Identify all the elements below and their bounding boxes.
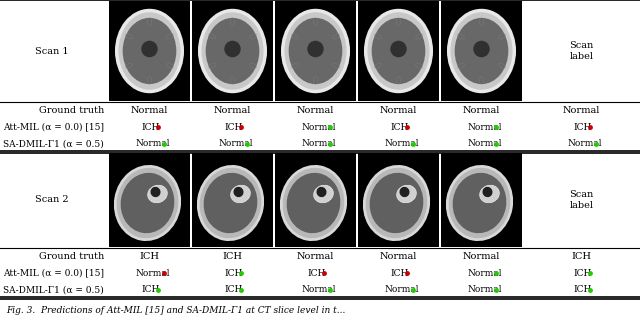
Text: Normal: Normal xyxy=(467,268,502,277)
Bar xyxy=(109,1,190,101)
Ellipse shape xyxy=(399,187,410,197)
Ellipse shape xyxy=(307,41,324,57)
Text: Normal: Normal xyxy=(463,106,500,115)
Text: Normal: Normal xyxy=(467,285,502,294)
Ellipse shape xyxy=(449,11,515,91)
Text: ICH: ICH xyxy=(225,123,243,132)
Text: ICH: ICH xyxy=(390,123,409,132)
Bar xyxy=(358,1,439,101)
Ellipse shape xyxy=(390,41,406,57)
Text: ICH: ICH xyxy=(225,285,243,294)
Text: Normal: Normal xyxy=(218,139,253,148)
Text: ICH: ICH xyxy=(573,285,592,294)
Text: Att-MIL (α = 0.0) [15]: Att-MIL (α = 0.0) [15] xyxy=(3,123,104,132)
Text: Scan 2: Scan 2 xyxy=(35,195,68,204)
Text: ICH: ICH xyxy=(307,268,326,277)
Ellipse shape xyxy=(200,11,266,91)
Ellipse shape xyxy=(283,11,348,91)
Text: SA-DMIL-Γ1 (α = 0.5): SA-DMIL-Γ1 (α = 0.5) xyxy=(3,139,104,148)
Ellipse shape xyxy=(115,166,180,239)
Ellipse shape xyxy=(454,18,508,84)
Ellipse shape xyxy=(314,185,333,203)
Text: Normal: Normal xyxy=(297,252,334,261)
Text: Normal: Normal xyxy=(385,139,419,148)
Text: Normal: Normal xyxy=(301,139,336,148)
Text: ICH: ICH xyxy=(141,285,160,294)
Ellipse shape xyxy=(281,166,346,239)
Text: ICH: ICH xyxy=(572,252,591,261)
Ellipse shape xyxy=(479,185,499,203)
Text: Normal: Normal xyxy=(463,252,500,261)
Text: Normal: Normal xyxy=(568,139,602,148)
Text: Ground truth: Ground truth xyxy=(39,252,104,261)
Text: Scan
label: Scan label xyxy=(570,190,594,210)
Text: ICH: ICH xyxy=(141,123,160,132)
Ellipse shape xyxy=(289,18,342,84)
Ellipse shape xyxy=(198,166,263,239)
Ellipse shape xyxy=(372,18,426,84)
Ellipse shape xyxy=(447,166,512,239)
Ellipse shape xyxy=(317,187,326,197)
Ellipse shape xyxy=(452,173,506,233)
Ellipse shape xyxy=(123,18,177,84)
Text: Normal: Normal xyxy=(214,106,251,115)
Ellipse shape xyxy=(287,173,340,233)
Ellipse shape xyxy=(224,41,241,57)
Ellipse shape xyxy=(364,166,429,239)
Text: Normal: Normal xyxy=(380,252,417,261)
Text: ICH: ICH xyxy=(225,268,243,277)
Bar xyxy=(441,153,522,247)
Ellipse shape xyxy=(397,185,417,203)
Text: Normal: Normal xyxy=(385,285,419,294)
Text: Normal: Normal xyxy=(467,139,502,148)
Bar xyxy=(192,1,273,101)
Ellipse shape xyxy=(205,18,259,84)
Ellipse shape xyxy=(483,187,493,197)
Ellipse shape xyxy=(141,41,157,57)
Ellipse shape xyxy=(150,187,161,197)
Text: ICH: ICH xyxy=(223,252,243,261)
Text: Fig. 3.  Predictions of Att-MIL [15] and SA-DMIL-Γ1 at CT slice level in t...: Fig. 3. Predictions of Att-MIL [15] and … xyxy=(6,306,346,315)
Text: Normal: Normal xyxy=(131,106,168,115)
Bar xyxy=(358,153,439,247)
Text: ICH: ICH xyxy=(140,252,159,261)
Text: Normal: Normal xyxy=(297,106,334,115)
Ellipse shape xyxy=(474,41,490,57)
Text: Normal: Normal xyxy=(563,106,600,115)
Text: SA-DMIL-Γ1 (α = 0.5): SA-DMIL-Γ1 (α = 0.5) xyxy=(3,285,104,294)
Ellipse shape xyxy=(121,173,174,233)
Bar xyxy=(441,1,522,101)
Text: Ground truth: Ground truth xyxy=(39,106,104,115)
Ellipse shape xyxy=(234,187,243,197)
Ellipse shape xyxy=(365,11,431,91)
Ellipse shape xyxy=(230,185,250,203)
Ellipse shape xyxy=(204,173,257,233)
Bar xyxy=(275,153,356,247)
Text: ICH: ICH xyxy=(573,123,592,132)
Bar xyxy=(275,1,356,101)
Text: Normal: Normal xyxy=(136,268,170,277)
Ellipse shape xyxy=(116,11,182,91)
Ellipse shape xyxy=(370,173,423,233)
Ellipse shape xyxy=(148,185,167,203)
Bar xyxy=(192,153,273,247)
Text: Normal: Normal xyxy=(380,106,417,115)
Text: Normal: Normal xyxy=(301,285,336,294)
Text: Normal: Normal xyxy=(301,123,336,132)
Text: ICH: ICH xyxy=(390,268,409,277)
Text: Normal: Normal xyxy=(467,123,502,132)
Text: Scan
label: Scan label xyxy=(570,41,594,61)
Text: Normal: Normal xyxy=(136,139,170,148)
Text: ICH: ICH xyxy=(573,268,592,277)
Text: Att-MIL (α = 0.0) [15]: Att-MIL (α = 0.0) [15] xyxy=(3,268,104,277)
Text: Scan 1: Scan 1 xyxy=(35,47,68,56)
Bar xyxy=(109,153,190,247)
